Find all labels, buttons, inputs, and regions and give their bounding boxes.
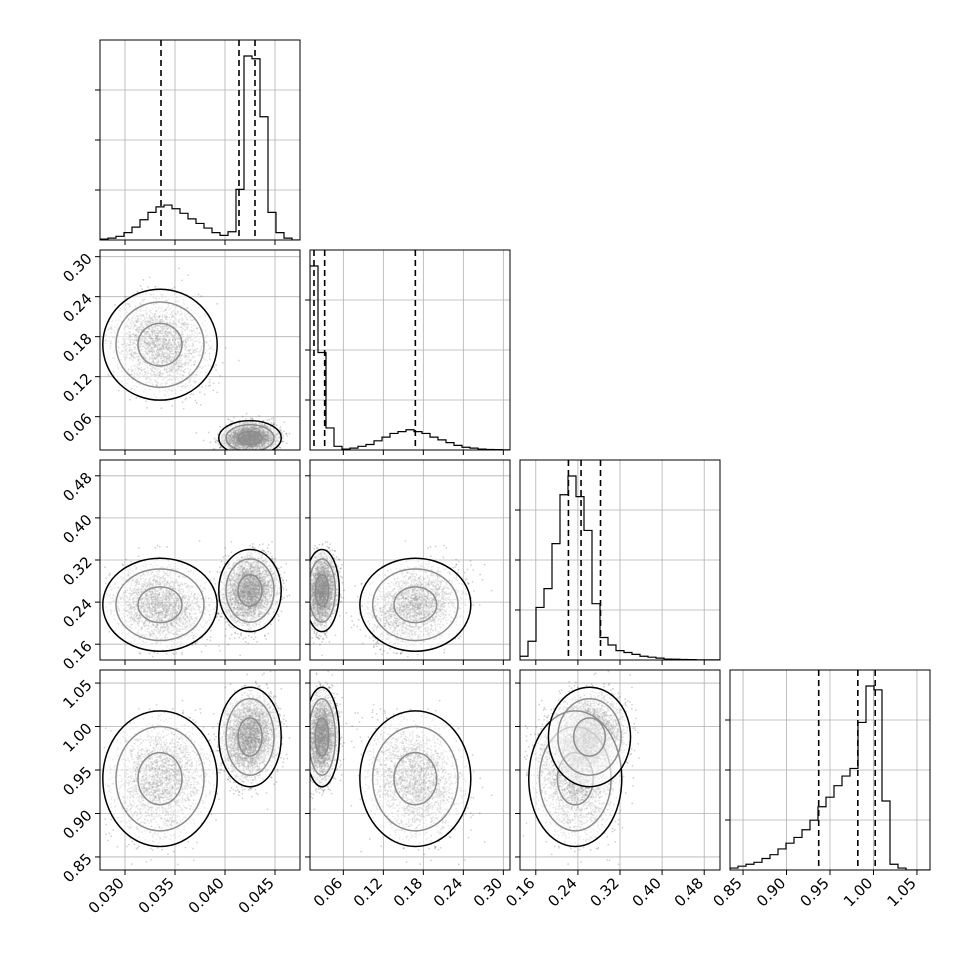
- sample-point: [147, 286, 149, 288]
- sample-point: [275, 424, 278, 427]
- sample-point: [279, 428, 281, 431]
- sample-point: [192, 393, 195, 396]
- sample-point: [184, 398, 187, 401]
- sample-point: [190, 393, 192, 396]
- sample-point: [258, 415, 260, 417]
- grid: [100, 40, 300, 240]
- sample-point: [154, 285, 157, 288]
- sample-point: [282, 430, 285, 433]
- sample-point: [171, 287, 174, 290]
- sample-point: [283, 421, 286, 424]
- sample-point: [214, 440, 217, 443]
- sample-point: [266, 419, 269, 421]
- sample-point: [237, 359, 240, 362]
- sample-point: [273, 422, 276, 425]
- sample-point: [182, 407, 185, 410]
- panel-0-0: [95, 39, 301, 245]
- sample-point: [245, 418, 247, 421]
- sample-point: [218, 382, 220, 384]
- sample-point: [279, 446, 282, 449]
- panel-1-0: 0.060.120.180.240.30: [59, 249, 301, 455]
- sample-point: [280, 429, 282, 432]
- sample-point: [207, 385, 210, 387]
- sample-point: [177, 267, 180, 270]
- sample-point: [285, 442, 288, 445]
- sample-point: [201, 385, 204, 388]
- sample-point: [181, 279, 184, 282]
- sample-point: [233, 416, 235, 419]
- sample-point: [209, 384, 212, 387]
- sample-point: [146, 406, 148, 409]
- sample-point: [195, 431, 198, 434]
- sample-point: [195, 401, 198, 404]
- sample-point: [268, 418, 271, 421]
- sample-point: [229, 420, 232, 423]
- sample-point: [148, 276, 151, 279]
- sample-point: [208, 381, 211, 384]
- sample-point: [215, 441, 217, 444]
- sample-point: [281, 437, 284, 440]
- sample-point: [222, 361, 224, 364]
- sample-point: [173, 286, 176, 289]
- sample-point: [194, 399, 197, 402]
- sample-point: [262, 419, 265, 422]
- sample-point: [251, 417, 254, 420]
- sample-point: [212, 382, 215, 385]
- sample-point: [216, 302, 219, 305]
- panels: 0.060.120.180.240.300.160.240.320.400.48…: [59, 39, 931, 917]
- sample-point: [280, 431, 283, 434]
- sample-point: [171, 405, 174, 407]
- sample-point: [216, 391, 219, 394]
- sample-point: [187, 274, 190, 277]
- sample-point: [217, 443, 219, 445]
- sample-point: [208, 378, 211, 381]
- sample-point: [145, 400, 148, 403]
- sample-point: [107, 374, 110, 377]
- sample-point: [136, 290, 139, 293]
- sample-point: [204, 384, 207, 387]
- sample-point: [282, 440, 285, 443]
- sample-point: [270, 422, 272, 425]
- sample-point: [185, 397, 188, 400]
- sample-point: [228, 418, 230, 421]
- sample-point: [160, 407, 163, 410]
- sample-point: [286, 434, 289, 437]
- sample-point: [189, 396, 192, 399]
- sample-point: [209, 441, 212, 444]
- sample-point: [202, 439, 205, 442]
- sample-point: [213, 447, 216, 450]
- sample-point: [142, 278, 145, 281]
- sample-point: [114, 303, 116, 306]
- sample-point: [129, 398, 131, 401]
- sample-point: [272, 416, 275, 419]
- sample-point: [199, 403, 202, 406]
- sample-point: [245, 412, 248, 415]
- sample-point: [219, 446, 222, 449]
- histogram-0: [100, 55, 300, 240]
- sample-point: [278, 446, 281, 449]
- sample-point: [215, 364, 217, 366]
- sample-point: [272, 423, 275, 426]
- sample-point: [218, 446, 221, 449]
- sample-point: [227, 418, 229, 420]
- sample-point: [272, 419, 275, 422]
- sample-point: [212, 389, 215, 392]
- sample-point: [251, 418, 254, 421]
- sample-point: [135, 396, 138, 399]
- sample-point: [207, 431, 210, 434]
- sample-point: [200, 295, 203, 297]
- sample-point: [217, 433, 219, 436]
- sample-point: [282, 435, 285, 437]
- sample-point: [215, 439, 218, 442]
- sample-point: [270, 417, 273, 420]
- sample-point: [219, 375, 221, 377]
- sample-point: [272, 423, 275, 426]
- sample-point: [198, 391, 201, 394]
- sample-point: [272, 421, 275, 424]
- sample-point: [281, 440, 284, 443]
- sample-point: [213, 366, 215, 368]
- sample-point: [216, 440, 219, 443]
- sample-point: [139, 285, 142, 287]
